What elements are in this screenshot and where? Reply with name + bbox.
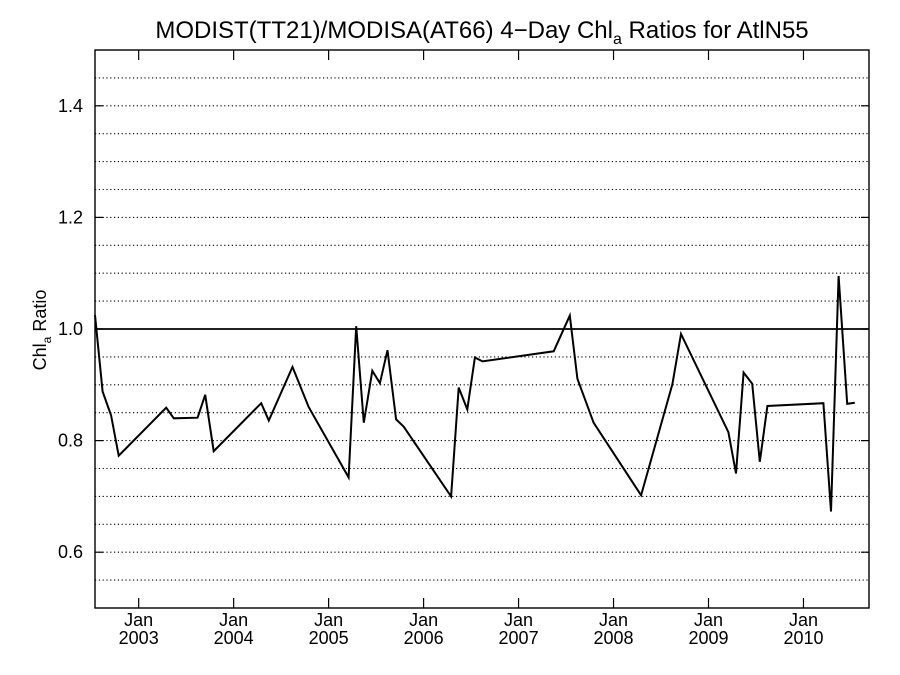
x-tick-year-label: 2005: [309, 628, 349, 648]
x-tick-year-label: 2004: [214, 628, 254, 648]
x-tick-year-label: 2010: [783, 628, 823, 648]
y-ticks: 0.6 0.8 1.0 1.2 1.4: [58, 96, 869, 562]
x-tick-month-label: Jan: [599, 610, 628, 630]
y-tick-label: 1.2: [58, 207, 83, 227]
series-line: [94, 275, 855, 512]
x-tick-month-label: Jan: [219, 610, 248, 630]
x-tick-year-label: 2007: [499, 628, 539, 648]
series-lines: [94, 275, 855, 512]
x-tick-month-label: Jan: [409, 610, 438, 630]
y-tick-label: 1.0: [58, 319, 83, 339]
x-tick-month-label: Jan: [789, 610, 818, 630]
x-tick-month-label: Jan: [694, 610, 723, 630]
x-tick-year-label: 2003: [119, 628, 159, 648]
y-axis-label: Chla Ratio: [30, 290, 54, 371]
x-tick-month-label: Jan: [504, 610, 533, 630]
x-tick-month-label: Jan: [314, 610, 343, 630]
y-tick-label: 0.8: [58, 431, 83, 451]
y-tick-label: 1.4: [58, 96, 83, 116]
y-tick-label: 0.6: [58, 542, 83, 562]
x-ticks: Jan2003Jan2004Jan2005Jan2006Jan2007Jan20…: [119, 50, 823, 648]
x-tick-year-label: 2008: [594, 628, 634, 648]
plot-frame: [94, 49, 870, 609]
chart-title: MODIST(TT21)/MODISA(AT66) 4−Day Chla Rat…: [155, 17, 808, 48]
x-tick-year-label: 2006: [404, 628, 444, 648]
x-tick-month-label: Jan: [124, 610, 153, 630]
x-tick-year-label: 2009: [688, 628, 728, 648]
